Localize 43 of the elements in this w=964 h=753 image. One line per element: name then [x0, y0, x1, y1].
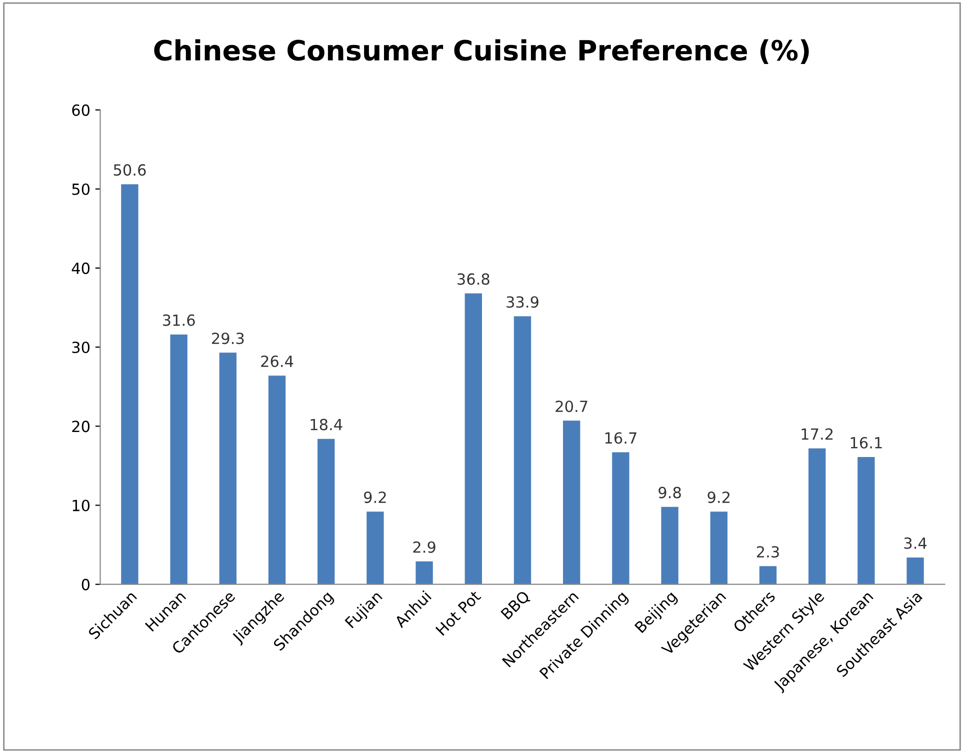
y-tick-label: 0 — [82, 578, 90, 590]
y-tick-label: 20 — [72, 420, 90, 432]
data-label: 2.3 — [756, 546, 779, 558]
data-label: 50.6 — [114, 164, 146, 176]
data-label: 9.2 — [364, 492, 386, 504]
chart-title: Chinese Consumer Cuisine Preference (%) — [154, 39, 809, 64]
data-label: 20.7 — [556, 400, 588, 412]
data-label: 33.9 — [506, 296, 538, 308]
y-tick-label: 50 — [72, 183, 90, 196]
bar — [808, 448, 826, 584]
data-label: 26.4 — [261, 356, 294, 368]
data-label: 16.7 — [605, 432, 636, 444]
data-label: 31.6 — [162, 314, 195, 326]
bar — [710, 512, 728, 584]
bar — [268, 376, 286, 584]
bar — [759, 566, 777, 584]
x-tick-label: Hot Pot — [435, 590, 482, 636]
bar — [514, 316, 532, 584]
data-label: 17.2 — [802, 428, 833, 440]
data-label: 9.8 — [658, 486, 681, 498]
data-label: 16.1 — [850, 436, 882, 449]
y-tick-label: 10 — [72, 500, 90, 512]
bar — [906, 557, 924, 584]
bar — [416, 561, 433, 584]
data-label: 18.4 — [310, 418, 342, 430]
bar — [562, 420, 580, 584]
bar — [858, 457, 875, 584]
y-tick-label: 30 — [72, 342, 90, 354]
bar — [366, 512, 384, 584]
data-label: 36.8 — [458, 273, 490, 285]
y-tick-label: 40 — [72, 262, 90, 274]
bar — [318, 438, 335, 584]
bar — [219, 352, 236, 584]
bar — [121, 184, 138, 584]
bar — [661, 506, 678, 584]
data-label: 9.2 — [708, 492, 730, 504]
bar — [170, 334, 188, 584]
y-tick-label: 60 — [72, 104, 90, 116]
bar — [612, 452, 630, 584]
data-label: 3.4 — [904, 537, 927, 549]
bar — [464, 293, 482, 584]
data-label: 29.3 — [212, 332, 244, 344]
data-label: 2.9 — [413, 541, 436, 553]
